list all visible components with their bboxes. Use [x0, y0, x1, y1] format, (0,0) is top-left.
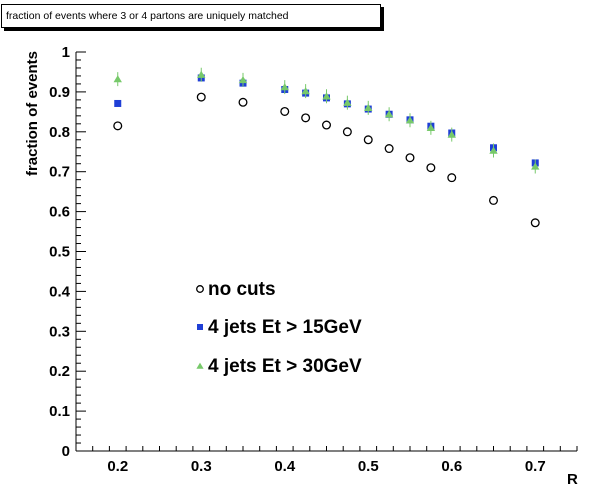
x-tick-label: 0.5: [358, 458, 379, 475]
no-cuts-point: [280, 106, 290, 116]
no-cuts-point: [530, 218, 540, 228]
legend-label: no cuts: [208, 279, 276, 300]
no-cuts-point: [321, 120, 331, 130]
no-cuts-point: [342, 127, 352, 137]
jets-30gev-point: [426, 123, 436, 131]
x-tick-label: 0.6: [441, 458, 462, 475]
no-cuts-point: [405, 153, 415, 163]
chart-title: fraction of events where 3 or 4 partons …: [1, 4, 381, 28]
y-axis-title: fraction of events: [24, 51, 41, 176]
y-tick-label: 0.9: [49, 84, 70, 101]
x-tick-label: 0.3: [191, 458, 212, 475]
jets-30gev-point: [531, 162, 540, 170]
legend-label: 4 jets Et > 15GeV: [208, 317, 362, 338]
jets-30gev-point: [364, 103, 373, 112]
y-tick-label: 0.2: [49, 363, 70, 380]
y-tick-label: 0.6: [49, 204, 70, 221]
legend-marker: [196, 285, 204, 293]
no-cuts-point: [363, 135, 373, 145]
x-tick-label: 0.7: [525, 458, 546, 475]
y-tick-label: 0.7: [49, 164, 70, 181]
y-tick-label: 0.1: [49, 403, 70, 420]
jets-30gev-point: [489, 146, 498, 154]
series-1: [113, 92, 540, 228]
jets-30gev-point: [405, 116, 415, 124]
no-cuts-point: [196, 92, 206, 102]
no-cuts-point: [238, 97, 248, 107]
x-axis-title: R: [567, 471, 578, 488]
legend-entry: 4 jets Et > 30GeV: [196, 356, 362, 377]
x-tick-label: 0.4: [274, 458, 296, 475]
legend-marker: [196, 362, 204, 369]
legend-entry: 4 jets Et > 15GeV: [197, 317, 362, 338]
no-cuts-point: [301, 113, 311, 123]
y-tick-label: 0.8: [49, 124, 70, 141]
jets-30gev-point: [447, 130, 456, 138]
axis-ticks: 0 0.1 0.2 0.3 0.4 0.5 0.6 0.7 0.8 0.9 1 0.2 0.3 0.4 0.…: [49, 44, 578, 475]
no-cuts-point: [113, 121, 123, 131]
no-cuts-point: [426, 163, 436, 173]
y-tick-label: 0.3: [49, 323, 70, 340]
axes-frame: [75, 52, 577, 452]
data-points: [113, 67, 540, 228]
jets-15gev-point: [114, 99, 122, 107]
legend-entry: no cuts: [196, 279, 276, 300]
y-tick-label: 0.4: [49, 283, 71, 300]
jets-30gev-point: [113, 75, 122, 83]
jets-30gev-point: [238, 75, 248, 84]
series-3: [113, 67, 540, 174]
jets-30gev-point: [322, 92, 331, 100]
series-2: [114, 74, 539, 167]
jets-30gev-point: [384, 110, 394, 118]
jets-30gev-point: [197, 70, 206, 78]
y-tick-label: 1: [62, 44, 70, 61]
jets-30gev-point: [301, 87, 310, 95]
no-cuts-point: [447, 173, 457, 183]
jets-30gev-point: [343, 98, 352, 106]
y-tick-label: 0.5: [49, 244, 70, 261]
y-tick-label: 0: [62, 443, 70, 460]
legend-marker: [197, 324, 203, 330]
no-cuts-point: [384, 144, 394, 154]
jets-30gev-point: [280, 83, 289, 91]
no-cuts-point: [488, 195, 498, 205]
legend-label: 4 jets Et > 30GeV: [208, 356, 362, 377]
legend: no cuts 4 jets Et > 15GeV 4 jets Et > 30Ge…: [196, 279, 362, 377]
x-tick-label: 0.2: [107, 458, 128, 475]
